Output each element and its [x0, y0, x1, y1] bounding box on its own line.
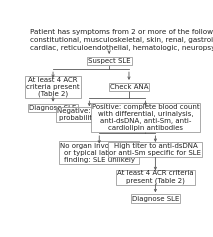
Text: At least 4 ACR
criteria present
(Table 2): At least 4 ACR criteria present (Table 2…	[26, 77, 80, 97]
Text: Positive: complete blood count
with differential, urinalysis,
anti-dsDNA, anti-S: Positive: complete blood count with diff…	[92, 104, 199, 131]
Text: No organ involvement
or typical laboratory
finding: SLE unlikely: No organ involvement or typical laborato…	[60, 142, 138, 163]
Text: Check ANA: Check ANA	[110, 84, 148, 90]
Text: Suspect SLE: Suspect SLE	[88, 58, 131, 64]
Text: Patient has symptoms from 2 or more of the following systems:
constitutional, mu: Patient has symptoms from 2 or more of t…	[30, 29, 213, 51]
Text: High titer to anti-dsDNA
or anti-Sm specific for SLE: High titer to anti-dsDNA or anti-Sm spec…	[109, 143, 201, 156]
Text: At least 4 ACR criteria
present (Table 2): At least 4 ACR criteria present (Table 2…	[117, 170, 194, 184]
Text: Diagnose SLE: Diagnose SLE	[29, 105, 77, 111]
Text: Diagnose SLE: Diagnose SLE	[132, 196, 179, 201]
Text: Negative: very low
probability of SLE: Negative: very low probability of SLE	[57, 108, 122, 121]
